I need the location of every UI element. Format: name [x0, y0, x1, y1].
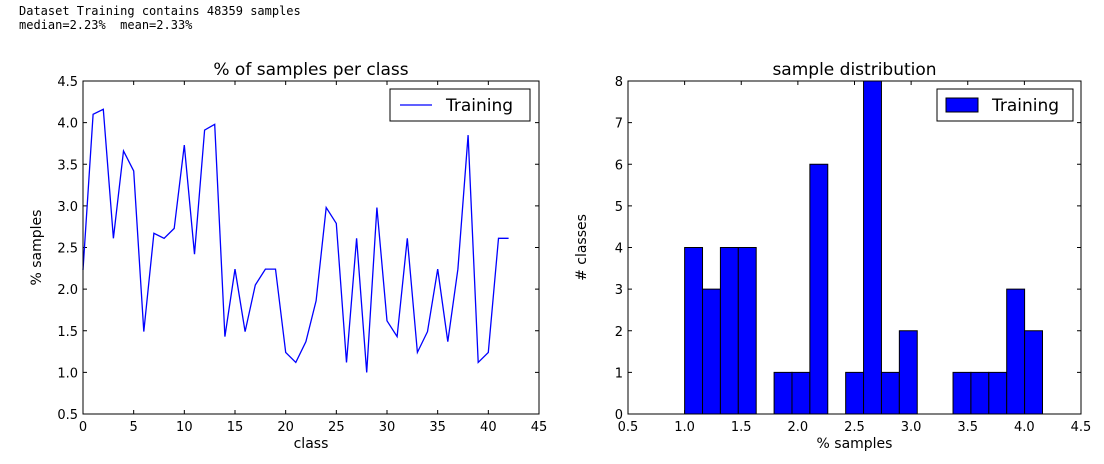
histogram-bar — [719, 247, 739, 415]
histogram-bar — [773, 371, 793, 415]
y-tick-label: 1.5 — [57, 325, 78, 340]
y-tick-label: 3 — [615, 283, 623, 298]
y-tick-label: 0 — [615, 408, 623, 423]
x-tick-label: 10 — [176, 420, 193, 435]
histogram-bar — [988, 371, 1008, 415]
histogram-frame — [627, 80, 1082, 415]
x-tick-label: 30 — [379, 420, 396, 435]
y-tick-label: 8 — [615, 75, 623, 90]
legend-bar-swatch — [945, 97, 979, 113]
histogram-bar — [845, 371, 865, 415]
legend-label-training: Training — [445, 96, 513, 116]
histogram-bar — [898, 330, 918, 415]
histogram-bar — [1024, 330, 1043, 415]
y-tick-label: 4 — [615, 242, 623, 257]
legend-label-training: Training — [991, 96, 1059, 116]
x-tick-label: 4.0 — [1014, 420, 1035, 435]
x-tick-label: 45 — [531, 420, 548, 435]
line-chart: % of samples per class class % samples 0… — [29, 60, 547, 452]
series-line-training — [82, 108, 509, 373]
x-tick-label: 15 — [227, 420, 244, 435]
y-tick-label: 0.5 — [57, 408, 78, 423]
x-tick-label: 2.5 — [844, 420, 865, 435]
histogram-bar — [702, 288, 721, 415]
histogram-bar — [809, 163, 829, 415]
histogram-bar — [970, 371, 990, 415]
x-tick-label: 20 — [277, 420, 294, 435]
histogram-bar — [952, 371, 972, 415]
x-tick-label: 1.0 — [674, 420, 695, 435]
y-tick-label: 3.0 — [57, 200, 78, 215]
histogram-bar — [791, 371, 811, 415]
x-tick-label: 0 — [79, 420, 87, 435]
y-tick-label: 3.5 — [57, 158, 78, 173]
y-tick-label: 5 — [615, 200, 623, 215]
x-tick-label: 3.5 — [957, 420, 978, 435]
x-tick-label: 2.0 — [788, 420, 809, 435]
y-tick-label: 2 — [615, 325, 623, 340]
line-chart-ylabel: % samples — [29, 210, 45, 286]
x-tick-label: 5 — [130, 420, 138, 435]
y-tick-label: 6 — [615, 158, 623, 173]
x-tick-label: 0.5 — [618, 420, 639, 435]
line-chart-xlabel: class — [294, 436, 329, 452]
x-tick-label: 3.0 — [901, 420, 922, 435]
histogram-bar — [737, 247, 757, 415]
output-line-dataset: Dataset Training contains 48359 samples — [19, 4, 301, 18]
y-tick-label: 2.0 — [57, 283, 78, 298]
y-tick-label: 4.5 — [57, 75, 78, 90]
histogram-bar — [863, 80, 882, 415]
y-tick-label: 1 — [615, 366, 623, 381]
line-chart-title: % of samples per class — [213, 60, 408, 80]
histogram-ylabel: # classes — [574, 214, 590, 281]
x-tick-label: 35 — [429, 420, 446, 435]
histogram-bar — [880, 371, 900, 415]
line-chart-frame — [82, 80, 540, 415]
x-tick-label: 1.5 — [731, 420, 752, 435]
x-tick-label: 4.5 — [1071, 420, 1092, 435]
histogram-legend: Training — [936, 88, 1074, 122]
histogram-bar — [684, 247, 704, 415]
x-tick-label: 40 — [480, 420, 497, 435]
x-tick-label: 25 — [328, 420, 345, 435]
line-chart-legend: Training — [389, 88, 531, 122]
histogram-chart: sample distribution % samples # classes … — [574, 60, 1091, 452]
y-tick-label: 7 — [615, 117, 623, 132]
y-tick-label: 2.5 — [57, 242, 78, 257]
y-tick-label: 4.0 — [57, 117, 78, 132]
output-line-stats: median=2.23% mean=2.33% — [19, 18, 193, 32]
histogram-title: sample distribution — [772, 60, 936, 80]
histogram-xlabel: % samples — [817, 436, 893, 452]
histogram-bar — [1006, 288, 1026, 415]
y-tick-label: 1.0 — [57, 366, 78, 381]
